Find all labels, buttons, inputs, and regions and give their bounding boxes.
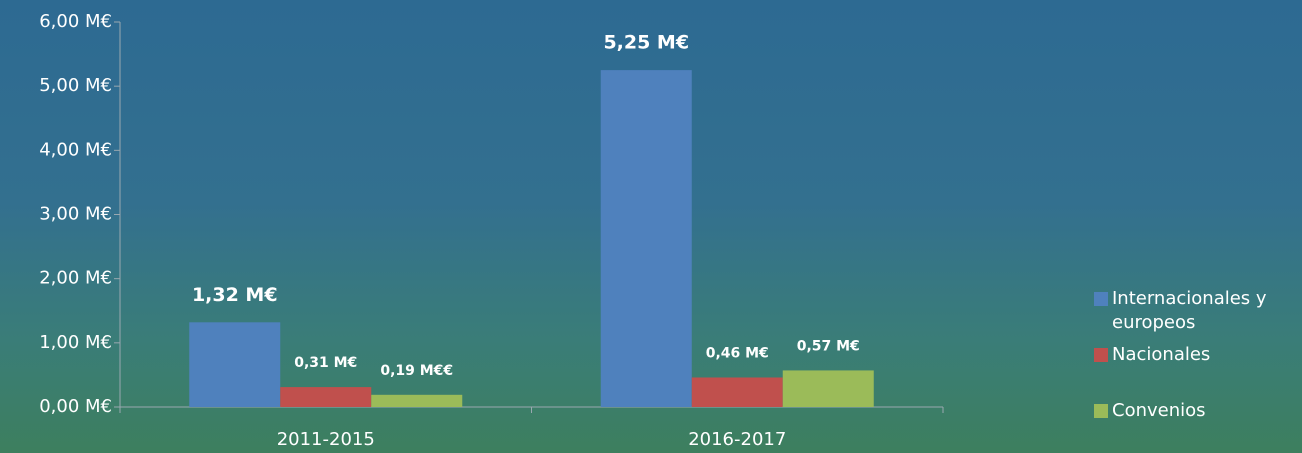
legend-item: Nacionales <box>1094 343 1299 399</box>
legend-swatch <box>1094 348 1108 362</box>
legend-swatch <box>1094 292 1108 306</box>
bar <box>692 377 783 407</box>
bar <box>601 70 692 407</box>
y-tick-label: 5,00 M€ <box>39 75 112 96</box>
bar <box>280 387 371 407</box>
legend-label: Convenios <box>1112 400 1206 421</box>
data-label: 1,32 M€ <box>192 284 278 306</box>
y-tick-label: 0,00 M€ <box>39 396 112 417</box>
y-tick-label: 2,00 M€ <box>39 268 112 289</box>
bar <box>371 395 462 407</box>
y-tick-label: 1,00 M€ <box>39 332 112 353</box>
legend-item: Internacionales y europeos <box>1094 287 1299 343</box>
x-tick-label: 2016-2017 <box>688 429 786 450</box>
y-tick-label: 6,00 M€ <box>39 11 112 32</box>
legend-label: Internacionales y europeos <box>1112 288 1267 333</box>
data-label: 0,19 M€€ <box>380 363 453 379</box>
chart: 0,00 M€ 1,00 M€ 2,00 M€ 3,00 M€ 4,00 M€ 5,00 … <box>0 0 1302 453</box>
y-tick-label: 3,00 M€ <box>39 204 112 225</box>
data-label: 0,31 M€ <box>294 355 357 371</box>
bar <box>783 370 874 407</box>
y-tick-label: 4,00 M€ <box>39 139 112 160</box>
x-tick-label: 2011-2015 <box>277 429 375 450</box>
legend-item: Convenios <box>1094 399 1299 453</box>
data-label: 0,46 M€ <box>706 345 769 361</box>
bar <box>189 322 280 407</box>
legend-swatch <box>1094 404 1108 418</box>
legend: Internacionales y europeos Nacionales Conv… <box>1094 287 1299 453</box>
data-label: 0,57 M€ <box>797 338 860 354</box>
legend-label: Nacionales <box>1112 344 1210 365</box>
data-label: 5,25 M€ <box>603 32 689 54</box>
